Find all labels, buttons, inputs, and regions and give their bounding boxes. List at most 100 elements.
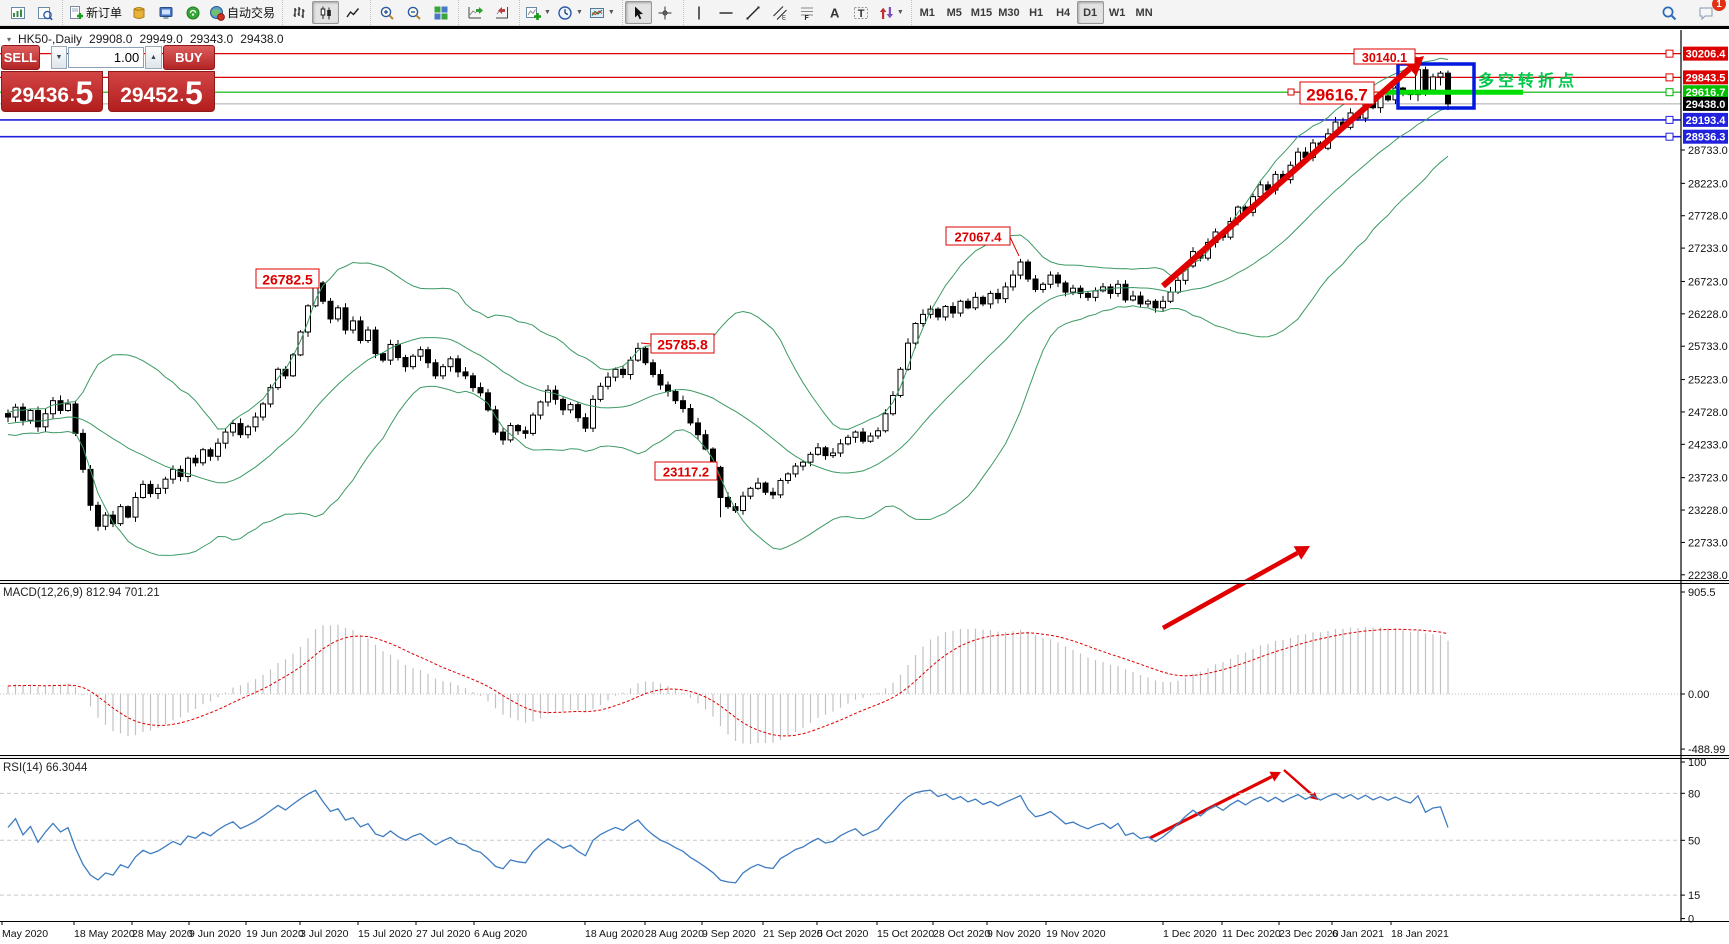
- volume-input[interactable]: [68, 46, 145, 68]
- data-window-button[interactable]: [31, 1, 58, 24]
- ohlc-high: 29949.0: [139, 32, 183, 46]
- line-handle[interactable]: [1665, 132, 1674, 141]
- zoom-in-button[interactable]: [373, 1, 400, 24]
- chevron-down-icon[interactable]: ▼: [607, 9, 615, 16]
- label-connector: [716, 471, 722, 481]
- timeframe-D1-button[interactable]: D1: [1076, 1, 1104, 24]
- text-label-icon: T: [854, 6, 869, 20]
- price-callout-box[interactable]: [1299, 81, 1375, 105]
- chevron-down-icon[interactable]: ▼: [544, 9, 551, 16]
- tile-windows-button[interactable]: [427, 1, 454, 24]
- sell-price-display[interactable]: 29436. 5: [1, 71, 104, 112]
- collapse-triangle-icon[interactable]: ▾: [7, 34, 12, 44]
- timeframe-H4-button[interactable]: H4: [1056, 6, 1071, 19]
- line-chart-button[interactable]: [339, 1, 366, 24]
- terminal-button[interactable]: [152, 1, 179, 24]
- date-tick-label: 18 Aug 2020: [585, 928, 644, 940]
- text-button[interactable]: A: [821, 1, 848, 24]
- trendline-icon: [746, 6, 760, 19]
- timeframe-M15-button[interactable]: M15: [970, 6, 993, 19]
- svg-text:29193.4: 29193.4: [1686, 115, 1727, 127]
- timeframe-MN-button[interactable]: MN: [1135, 6, 1153, 19]
- bar-chart-icon: [293, 6, 305, 18]
- turning-point-text[interactable]: 多空转折点: [1478, 71, 1578, 90]
- volume-increase-button[interactable]: ▲: [145, 45, 162, 69]
- trend-arrow[interactable]: [1161, 66, 1412, 289]
- horizontal-line-button[interactable]: [713, 1, 740, 24]
- axis-price-box: [1683, 129, 1728, 144]
- terminal-icon: [159, 6, 173, 19]
- timeframe-M30-button[interactable]: M30: [998, 6, 1020, 19]
- volume-decrease-button[interactable]: ▼: [50, 45, 68, 69]
- trend-arrow[interactable]: [1283, 769, 1314, 796]
- candlestick-button[interactable]: [312, 1, 340, 24]
- price-callout-text: 23117.2: [663, 465, 709, 480]
- buy-price-display[interactable]: 29452. 5: [108, 71, 215, 112]
- svg-text:29438.0: 29438.0: [1686, 99, 1726, 111]
- date-tick-label: 11 Dec 2020: [1222, 928, 1281, 940]
- notifications-button[interactable]: 1: [1692, 0, 1726, 24]
- line-handle[interactable]: [1665, 73, 1674, 82]
- buy-button[interactable]: BUY: [162, 44, 215, 70]
- periods-button[interactable]: ▼: [554, 1, 586, 24]
- trendline-button[interactable]: [740, 1, 767, 24]
- price-callout-box[interactable]: [945, 226, 1011, 246]
- ohlc-low: 29343.0: [189, 32, 234, 46]
- line-handle[interactable]: [1665, 49, 1674, 58]
- price-callout-box[interactable]: [650, 333, 715, 354]
- autotrading-button[interactable]: 自动交易: [206, 1, 278, 24]
- bar-chart-button[interactable]: [285, 1, 312, 24]
- vertical-line-button[interactable]: [686, 1, 713, 24]
- date-tick-label: May 2020: [2, 928, 48, 940]
- one-click-trading-panel: SELL ▼ ▲ BUY 29436.5 29452.5: [1, 44, 215, 112]
- price-pane[interactable]: [0, 49, 1681, 556]
- chevron-down-icon[interactable]: ▼: [575, 9, 583, 16]
- line-handle[interactable]: [1665, 115, 1674, 124]
- search-button[interactable]: [1655, 1, 1682, 24]
- svg-text:29843.5: 29843.5: [1686, 72, 1726, 84]
- price-callout-box[interactable]: [1353, 48, 1416, 65]
- ohlc-close: 29438.0: [240, 32, 284, 46]
- auto-scroll-button[interactable]: [461, 1, 488, 24]
- notifications-icon: [1699, 7, 1712, 20]
- trend-arrow[interactable]: [1161, 551, 1299, 630]
- price-callout-box[interactable]: [255, 268, 320, 289]
- new-order-button[interactable]: 新订单: [65, 1, 125, 24]
- price-callout-box[interactable]: [654, 461, 718, 481]
- templates-button[interactable]: ▼: [586, 1, 618, 24]
- date-tick-label: 15 Oct 2020: [877, 928, 934, 940]
- rsi-pane[interactable]: [0, 789, 1681, 896]
- history-button[interactable]: [125, 1, 152, 24]
- label-handle[interactable]: [1287, 88, 1295, 96]
- highlight-rectangle[interactable]: [1396, 62, 1476, 110]
- line-handle[interactable]: [1665, 88, 1674, 97]
- arrows-button[interactable]: ▼: [875, 1, 907, 24]
- timeframe-W1-button[interactable]: W1: [1108, 6, 1126, 19]
- fibonacci-button[interactable]: F: [794, 1, 821, 24]
- cursor-button[interactable]: [624, 1, 652, 24]
- timeframe-M1-button[interactable]: M1: [919, 6, 935, 19]
- crosshair-button[interactable]: [652, 1, 679, 24]
- macd-pane[interactable]: [0, 624, 1681, 745]
- chevron-down-icon[interactable]: ▼: [896, 9, 904, 16]
- price-axis[interactable]: 28733.0 28223.0 27728.0 27233.0 26723.0 26228…: [1681, 46, 1728, 926]
- chart-shift-button[interactable]: [488, 1, 515, 24]
- chart-window-icon: [10, 6, 25, 19]
- timeframe-M5-button[interactable]: M5: [946, 6, 962, 19]
- sell-button[interactable]: SELL: [1, 44, 40, 70]
- svg-text:30206.4: 30206.4: [1686, 49, 1727, 61]
- indicators-button[interactable]: ▼: [522, 1, 554, 24]
- timeframe-H1-button[interactable]: H1: [1029, 6, 1044, 19]
- equidistant-channel-button[interactable]: E: [767, 1, 794, 24]
- macd-label: MACD(12,26,9) 812.94 701.21: [3, 587, 160, 599]
- signals-button[interactable]: [179, 1, 206, 24]
- symbol-name: HK50-,Daily: [18, 32, 83, 46]
- chart-window-button[interactable]: [4, 1, 31, 24]
- zoom-out-button[interactable]: [400, 1, 427, 24]
- text-label-button[interactable]: T: [848, 1, 875, 24]
- date-tick-label: 15 Jul 2020: [358, 928, 412, 940]
- svg-text:E: E: [782, 15, 786, 21]
- candles: [5, 57, 1451, 531]
